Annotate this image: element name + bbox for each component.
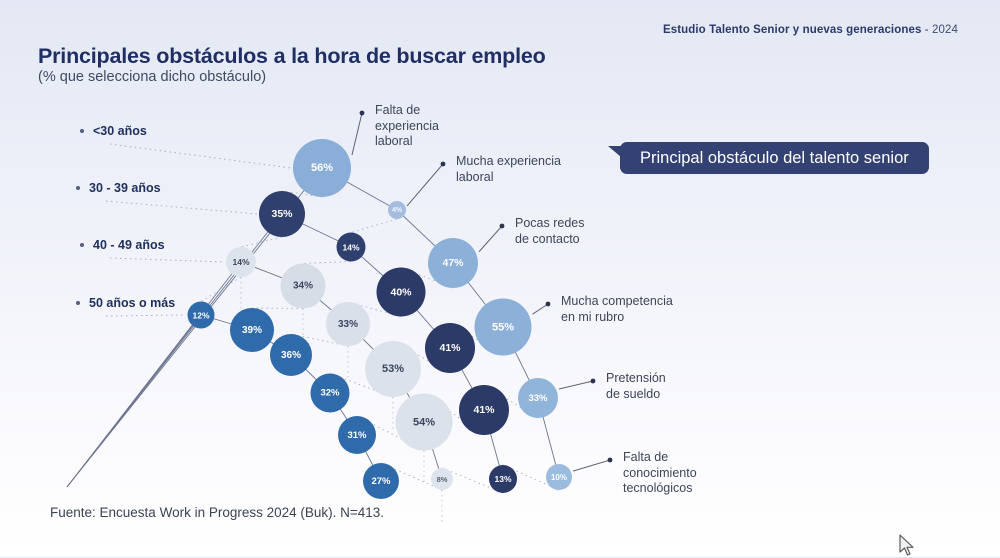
category-label-bullet-icon xyxy=(590,378,596,384)
bubble-value-label: 33% xyxy=(337,318,358,330)
bubble-value-label: 35% xyxy=(271,208,293,220)
source-note: Fuente: Encuesta Work in Progress 2024 (… xyxy=(50,505,385,520)
bubble-data-point[interactable]: 35% xyxy=(259,191,305,237)
category-label-bullet-icon xyxy=(440,161,446,167)
report-year: 2024 xyxy=(932,24,958,36)
legend-leader-line xyxy=(105,314,186,317)
bubble-data-point[interactable]: 54% xyxy=(395,393,453,451)
category-label-bullet-icon xyxy=(499,223,505,229)
category-label-leader xyxy=(478,225,503,253)
page-title: Principales obstáculos a la hora de busc… xyxy=(38,44,546,68)
bubble-value-label: 34% xyxy=(292,280,313,292)
bubble-value-label: 13% xyxy=(494,474,512,484)
legend-leader-line xyxy=(105,200,258,215)
category-connector-line xyxy=(200,276,242,302)
mouse-cursor-icon xyxy=(899,534,914,556)
callout-label: Principal obstáculo del talento senior xyxy=(640,148,909,167)
legend-item-3[interactable]: 40 - 49 años xyxy=(80,238,165,252)
bubble-value-label: 47% xyxy=(442,257,464,269)
bubble-data-point[interactable]: 13% xyxy=(489,465,517,493)
legend-item-2[interactable]: 30 - 39 años xyxy=(76,181,161,195)
category-label-bullet-icon xyxy=(545,301,551,307)
bubble-value-label: 8% xyxy=(436,474,448,484)
bubble-value-label: 39% xyxy=(241,324,262,336)
bubble-value-label: 41% xyxy=(439,342,461,354)
bubble-data-point[interactable]: 33% xyxy=(326,302,370,346)
category-label-leader xyxy=(558,380,594,390)
bubble-value-label: 10% xyxy=(550,472,567,482)
legend-leader-line xyxy=(109,143,292,169)
bubble-data-point[interactable]: 53% xyxy=(365,341,421,397)
category-label-leader xyxy=(572,459,611,472)
callout-tail-icon xyxy=(608,146,621,157)
bubble-data-point[interactable]: 27% xyxy=(363,463,399,499)
category-label: Pocas redes de contacto xyxy=(515,216,585,246)
category-connector-line xyxy=(302,261,352,264)
page-subtitle: (% que selecciona dicho obstáculo) xyxy=(38,69,267,85)
category-label: Pretensión de sueldo xyxy=(606,371,666,401)
bubble-data-point[interactable]: 12% xyxy=(187,301,215,329)
bubble-data-point[interactable]: 8% xyxy=(431,468,453,490)
category-label-bullet-icon xyxy=(359,110,365,116)
bubble-data-point[interactable]: 41% xyxy=(459,385,509,435)
category-connector-line xyxy=(240,236,283,248)
bubble-data-point[interactable]: 32% xyxy=(310,373,350,413)
category-connector-line xyxy=(350,218,398,233)
report-study-name: Estudio Talento Senior y nuevas generaci… xyxy=(662,24,922,36)
legend-item-label: <30 años xyxy=(93,124,147,138)
bubble-value-label: 12% xyxy=(192,310,210,320)
legend-bullet-icon xyxy=(80,243,84,248)
bubble-value-label: 14% xyxy=(342,242,360,252)
legend-item-label: 40 - 49 años xyxy=(93,238,165,252)
category-label-bullet-icon xyxy=(607,457,613,463)
bubble-data-point[interactable]: 40% xyxy=(376,267,426,317)
bubble-data-point[interactable]: 33% xyxy=(518,378,558,418)
bubble-data-point[interactable]: 31% xyxy=(338,416,376,454)
bubble-value-label: 56% xyxy=(310,162,334,174)
category-label: Mucha experiencia laboral xyxy=(456,154,561,184)
report-kicker-separator: - xyxy=(921,24,933,36)
bubble-value-label: 27% xyxy=(371,475,391,487)
bubble-data-point[interactable]: 39% xyxy=(230,308,274,352)
legend-bullet-icon xyxy=(80,129,84,134)
legend-item-1[interactable]: <30 años xyxy=(80,124,147,138)
bubble-value-label: 4% xyxy=(391,206,403,214)
category-label: Falta de conocimiento tecnológicos xyxy=(623,450,697,495)
legend-item-label: 30 - 39 años xyxy=(89,181,161,195)
category-label-leader xyxy=(406,163,444,207)
bubble-value-label: 33% xyxy=(528,392,548,404)
category-label-leader xyxy=(532,303,549,315)
bubble-value-label: 32% xyxy=(320,387,340,399)
bubble-data-point[interactable]: 34% xyxy=(280,263,326,309)
report-kicker: Estudio Talento Senior y nuevas generaci… xyxy=(663,24,958,36)
bubble-value-label: 31% xyxy=(347,429,367,441)
category-label: Mucha competencia en mi rubro xyxy=(561,294,673,324)
bubble-data-point[interactable]: 36% xyxy=(270,334,312,376)
legend-bullet-icon xyxy=(76,186,80,191)
bubble-value-label: 14% xyxy=(232,257,250,267)
bubble-value-label: 41% xyxy=(473,404,495,416)
bubble-value-label: 40% xyxy=(390,286,412,298)
bubble-data-point[interactable]: 55% xyxy=(474,298,532,356)
bubble-data-point[interactable]: 41% xyxy=(425,323,475,373)
bubble-value-label: 36% xyxy=(280,349,301,361)
bubble-data-point[interactable]: 47% xyxy=(428,238,478,288)
bubble-data-point[interactable]: 14% xyxy=(336,232,366,262)
legend-item-4[interactable]: 50 años o más xyxy=(76,296,175,310)
senior-obstacle-callout[interactable]: Principal obstáculo del talento senior xyxy=(608,142,929,174)
bubble-data-point[interactable]: 56% xyxy=(293,139,351,197)
legend-leader-line xyxy=(109,257,225,263)
category-label: Falta de experiencia laboral xyxy=(375,103,439,148)
category-label-leader xyxy=(351,112,363,156)
legend-item-label: 50 años o más xyxy=(89,296,176,310)
bubble-value-label: 55% xyxy=(491,321,515,333)
legend-bullet-icon xyxy=(76,301,80,306)
bubble-value-label: 53% xyxy=(381,363,405,375)
bubble-data-point[interactable]: 14% xyxy=(226,247,256,277)
bubble-value-label: 54% xyxy=(412,416,436,428)
bubble-data-point[interactable]: 10% xyxy=(546,464,572,490)
bubble-data-point[interactable]: 4% xyxy=(388,201,406,219)
